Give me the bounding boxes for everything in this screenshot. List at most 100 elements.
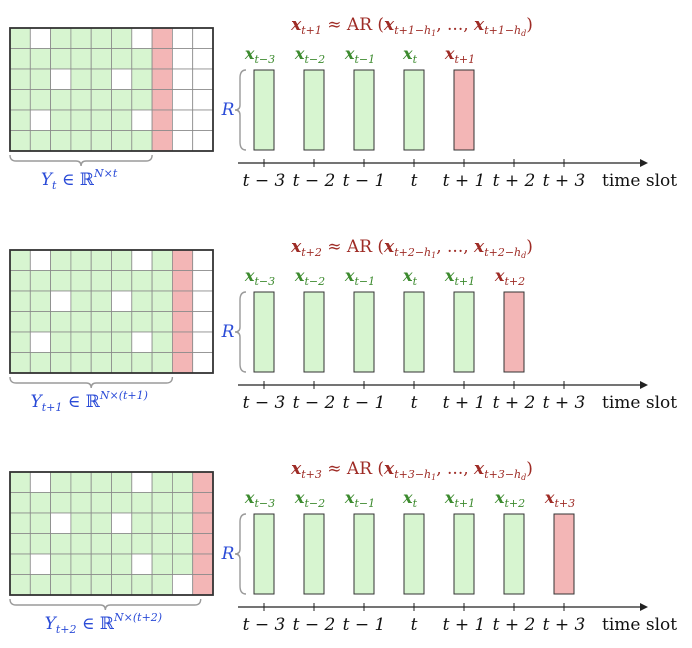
tick-label: t − 2 (293, 615, 336, 635)
matrix-cell-observed (9, 249, 31, 271)
matrix-cell-observed (90, 130, 112, 152)
tick-label: t + 2 (493, 171, 536, 191)
matrix-cell-observed (9, 68, 31, 90)
matrix-cell-observed (50, 553, 72, 575)
observed-bar (303, 513, 325, 595)
tick-label: t (411, 171, 418, 191)
rank-label: R (221, 544, 235, 564)
tick-label: t + 3 (543, 171, 586, 191)
matrix-brace (9, 598, 202, 611)
matrix-cell-observed (131, 48, 153, 70)
matrix-cell-forecast (151, 68, 173, 90)
axis-label: time slot (602, 615, 677, 635)
tick-label: t + 1 (443, 393, 486, 413)
matrix-cell-missing (50, 68, 72, 90)
matrix-cell-observed (50, 249, 72, 271)
matrix-cell-observed (90, 68, 112, 90)
bar-label: xt+1 (444, 266, 475, 288)
matrix-cell-forecast (192, 512, 214, 534)
matrix-cell-observed (111, 492, 133, 514)
matrix-frame (9, 249, 214, 374)
bar-label: xt+2 (494, 488, 525, 510)
matrix-cell-observed (90, 553, 112, 575)
matrix-cell-observed (90, 270, 112, 292)
matrix-cell-missing (131, 471, 153, 493)
tick-label: t + 3 (543, 393, 586, 413)
bar-label: xt−3 (244, 488, 275, 510)
matrix-cell-observed (9, 290, 31, 312)
matrix-brace (9, 376, 174, 389)
matrix-cell-observed (70, 471, 92, 493)
matrix-cell-observed (50, 471, 72, 493)
observed-bar (453, 513, 475, 595)
matrix-cell-observed (131, 89, 153, 111)
axis-arrowhead (640, 603, 648, 611)
matrix-cell-observed (111, 130, 133, 152)
matrix-cell-observed (151, 533, 173, 555)
tick-label: t + 3 (543, 615, 586, 635)
matrix-cell-observed (90, 331, 112, 353)
matrix-cell-forecast (151, 48, 173, 70)
observed-bar (403, 513, 425, 595)
matrix-cell-observed (70, 492, 92, 514)
matrix-cell-observed (9, 48, 31, 70)
bar-label: xt (402, 44, 418, 66)
data-matrix (9, 249, 214, 374)
observed-bar (353, 513, 375, 595)
matrix-cell-missing (131, 331, 153, 353)
matrix-cell-observed (70, 290, 92, 312)
panel-1: Yt ∈ ℝN×t xt+1 ≈ AR (xt+1−h1, ..., xt+1−h… (9, 15, 677, 192)
matrix-cell-missing (131, 249, 153, 271)
matrix-cell-missing (131, 553, 153, 575)
matrix-cell-observed (151, 574, 173, 596)
observed-bar (353, 291, 375, 373)
matrix-cell-observed (90, 249, 112, 271)
matrix-cell-forecast (151, 109, 173, 131)
matrix-label: Yt ∈ ℝN×t (41, 167, 118, 192)
matrix-cell-observed (9, 89, 31, 111)
matrix-cell-observed (90, 89, 112, 111)
matrix-cell-empty (192, 89, 214, 111)
matrix-cell-observed (9, 471, 31, 493)
matrix-cell-observed (50, 492, 72, 514)
matrix-cell-observed (131, 68, 153, 90)
matrix-cell-observed (131, 270, 153, 292)
matrix-cell-forecast (171, 249, 194, 271)
matrix-cell-missing (111, 68, 133, 90)
matrix-cell-missing (111, 512, 133, 534)
bar-label: xt−1 (344, 44, 375, 66)
bar-label: xt−3 (244, 44, 275, 66)
rank-brace (234, 291, 247, 373)
tick-label: t + 2 (493, 393, 536, 413)
observed-bar (253, 513, 275, 595)
matrix-cell-observed (70, 331, 92, 353)
matrix-cell-observed (90, 27, 112, 49)
matrix-cell-observed (70, 512, 92, 534)
matrix-cell-observed (111, 311, 133, 333)
matrix-cell-observed (111, 89, 133, 111)
matrix-frame (9, 471, 214, 596)
axis-label: time slot (602, 393, 677, 413)
forecast-bar (503, 291, 525, 373)
matrix-cell-missing (29, 331, 51, 353)
matrix-cell-empty (171, 48, 194, 70)
matrix-cell-observed (131, 492, 153, 514)
bar-label: xt−2 (294, 44, 325, 66)
matrix-cell-observed (50, 533, 72, 555)
matrix-cell-observed (70, 89, 92, 111)
matrix-cell-observed (111, 574, 133, 596)
matrix-cell-observed (90, 574, 112, 596)
matrix-cell-observed (9, 492, 31, 514)
bar-label: xt+3 (544, 488, 575, 510)
matrix-cell-observed (111, 48, 133, 70)
matrix-cell-empty (192, 290, 214, 312)
matrix-cell-observed (29, 533, 51, 555)
rank-label: R (221, 100, 235, 120)
matrix-cell-observed (9, 533, 31, 555)
matrix-cell-missing (50, 512, 72, 534)
matrix-brace (9, 154, 153, 167)
matrix-cell-observed (151, 492, 173, 514)
matrix-cell-observed (111, 533, 133, 555)
matrix-cell-forecast (171, 290, 194, 312)
